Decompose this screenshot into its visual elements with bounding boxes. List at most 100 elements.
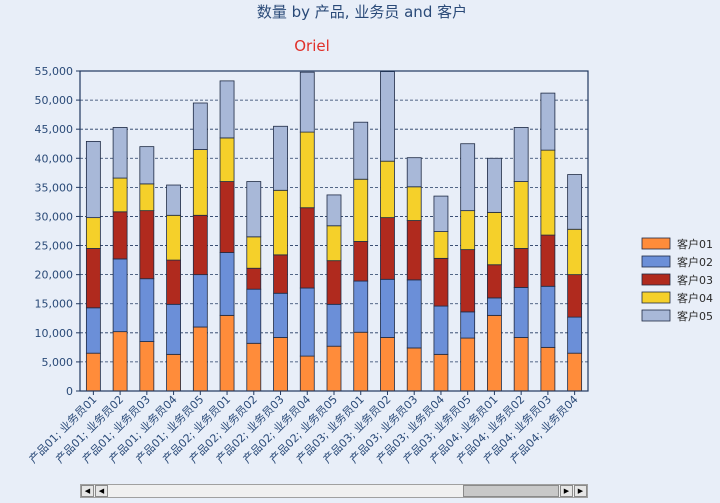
bar-segment <box>406 220 422 281</box>
bar-segment <box>192 274 208 328</box>
bar-segment <box>219 137 235 182</box>
bar-segment <box>513 248 529 288</box>
bar-segment <box>139 210 155 280</box>
bar-segment <box>326 194 342 227</box>
bar-segment <box>273 254 288 294</box>
y-tick-label: 15,000 <box>35 298 74 311</box>
bar-segment <box>406 186 422 221</box>
scroll-first-button[interactable]: ◀ <box>81 485 94 497</box>
bar-segment <box>567 274 583 318</box>
bar-segment <box>513 181 529 249</box>
y-tick-label: 20,000 <box>35 269 74 282</box>
bar-segment <box>353 241 369 282</box>
bar-segment <box>406 279 422 349</box>
legend-label: 客户03 <box>677 273 713 287</box>
y-tick-label: 5,000 <box>42 356 74 369</box>
bar-segment <box>513 337 529 392</box>
bar-segment <box>299 131 315 209</box>
bar-segment <box>353 280 369 333</box>
bar-segment <box>487 157 502 213</box>
bar-segment <box>380 337 395 392</box>
bar-segment <box>380 71 395 162</box>
legend-swatch <box>641 309 671 322</box>
bar-segment <box>353 331 369 392</box>
bar-segment <box>406 157 422 188</box>
bar-segment <box>85 307 101 354</box>
scroll-last-button[interactable]: ▶ <box>574 485 587 497</box>
bar-segment <box>433 257 449 307</box>
bar-segment <box>460 311 476 339</box>
y-tick-label: 55,000 <box>35 65 74 78</box>
bar-segment <box>166 259 181 305</box>
bar-segment <box>326 345 342 392</box>
bar-segment <box>112 177 128 213</box>
bar-segment <box>567 352 583 392</box>
bar-segment <box>166 353 181 392</box>
scroll-thumb[interactable] <box>463 485 559 497</box>
bar-segment <box>139 278 155 342</box>
bar-segment <box>299 71 315 133</box>
bar-segment <box>433 305 449 355</box>
bar-segment <box>353 121 369 180</box>
bar-segment <box>112 258 128 333</box>
bar-segment <box>85 248 101 309</box>
bar-segment <box>273 189 288 256</box>
y-tick-label: 0 <box>66 385 73 398</box>
scroll-left-button[interactable]: ◀ <box>95 485 108 497</box>
y-tick-label: 50,000 <box>35 94 74 107</box>
bar-segment <box>326 225 342 262</box>
y-tick-label: 45,000 <box>35 123 74 136</box>
bar-segment <box>299 355 315 392</box>
legend-label: 客户01 <box>677 237 713 251</box>
bar-segment <box>433 231 449 259</box>
bar-segment <box>192 214 208 276</box>
bar-segment <box>219 181 235 253</box>
bar-segment <box>192 102 208 150</box>
bar-segment <box>380 278 395 338</box>
horizontal-scrollbar[interactable]: ◀ ◀ ▶ ▶ <box>80 484 588 498</box>
bar-segment <box>513 287 529 338</box>
bar-segment <box>326 303 342 347</box>
bar-segment <box>139 341 155 392</box>
y-tick-label: 25,000 <box>35 240 74 253</box>
bar-segment <box>273 337 288 392</box>
bar-segment <box>299 287 315 357</box>
bar-segment <box>246 288 262 344</box>
chart-subtitle: Oriel <box>294 37 330 55</box>
bar-segment <box>513 127 529 182</box>
bar-segment <box>192 149 208 216</box>
legend-swatch <box>641 291 671 304</box>
bar-segment <box>380 160 395 219</box>
bar-segment <box>540 234 556 287</box>
bar-segment <box>487 211 502 266</box>
bar-segment <box>166 184 181 216</box>
bar-segment <box>326 260 342 305</box>
bar-segment <box>460 337 476 392</box>
bar-segment <box>246 236 262 269</box>
bar-segment <box>139 183 155 212</box>
y-tick-label: 35,000 <box>35 181 74 194</box>
bar-segment <box>273 125 288 191</box>
y-tick-label: 30,000 <box>35 210 74 223</box>
bar-segment <box>273 292 288 338</box>
bar-segment <box>433 353 449 392</box>
bar-segment <box>112 211 128 260</box>
bar-segment <box>406 347 422 392</box>
legend-label: 客户02 <box>677 255 713 269</box>
bar-segment <box>85 140 101 219</box>
bar-segment <box>487 297 502 316</box>
bar-segment <box>246 181 262 238</box>
legend-label: 客户05 <box>677 309 713 323</box>
scroll-right-button[interactable]: ▶ <box>560 485 573 497</box>
bar-segment <box>567 174 583 230</box>
bar-segment <box>540 346 556 392</box>
bar-segment <box>460 143 476 212</box>
y-tick-label: 40,000 <box>35 152 74 165</box>
bar-segment <box>219 80 235 139</box>
bar-segment <box>433 195 449 232</box>
bar-segment <box>487 264 502 299</box>
bar-segment <box>540 149 556 236</box>
bar-segment <box>460 249 476 313</box>
bar-segment <box>540 285 556 348</box>
